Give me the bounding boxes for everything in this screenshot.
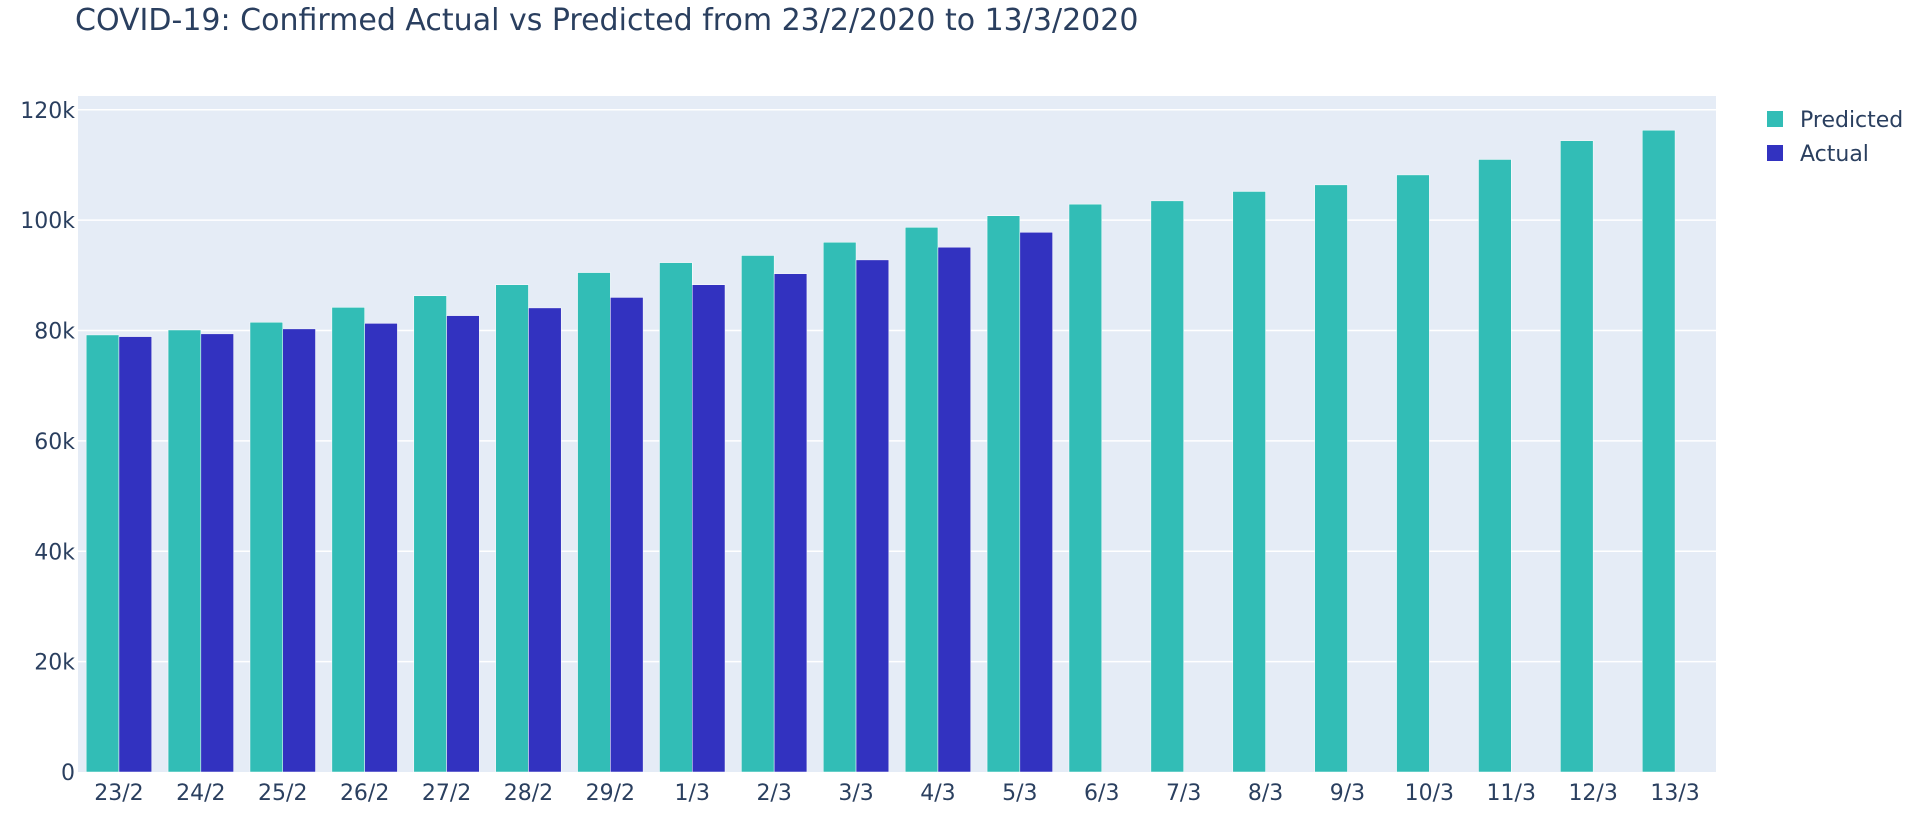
- y-tick-label: 100k: [20, 209, 75, 234]
- x-tick-label: 24/2: [176, 781, 225, 806]
- bar-actual[interactable]: [1019, 232, 1053, 773]
- x-tick-label: 9/3: [1330, 781, 1365, 806]
- bar-actual[interactable]: [773, 273, 808, 773]
- bar-predicted[interactable]: [659, 262, 693, 773]
- x-tick-label: 11/3: [1487, 781, 1536, 806]
- bar-actual[interactable]: [446, 315, 480, 773]
- bar-predicted[interactable]: [167, 329, 202, 773]
- bar-predicted[interactable]: [823, 241, 857, 773]
- x-tick-label: 25/2: [258, 781, 307, 806]
- bar-actual[interactable]: [364, 323, 398, 773]
- bar-actual[interactable]: [528, 307, 562, 773]
- bar-actual[interactable]: [610, 297, 644, 773]
- x-tick-label: 29/2: [586, 781, 635, 806]
- chart-title: COVID-19: Confirmed Actual vs Predicted …: [75, 3, 1138, 38]
- bar-actual[interactable]: [692, 284, 726, 773]
- x-tick-label: 6/3: [1084, 781, 1119, 806]
- bar-predicted[interactable]: [1560, 140, 1594, 773]
- bar-predicted[interactable]: [1150, 200, 1184, 773]
- y-tick-label: 40k: [34, 540, 75, 565]
- x-tick-label: 12/3: [1568, 781, 1617, 806]
- plot-area: [78, 96, 1716, 772]
- x-tick-label: 27/2: [422, 781, 471, 806]
- y-tick-label: 60k: [34, 430, 75, 455]
- legend[interactable]: Predicted Actual: [1767, 108, 1903, 167]
- bar-predicted[interactable]: [1314, 184, 1348, 773]
- bar-actual[interactable]: [118, 336, 152, 773]
- x-tick-label: 26/2: [340, 781, 389, 806]
- bar-actual[interactable]: [855, 259, 890, 773]
- bar-predicted[interactable]: [1642, 129, 1676, 773]
- bar-predicted[interactable]: [1068, 203, 1102, 773]
- x-axis: 23/2 24/2 25/2 26/2 27/2 28/2 29/2 1/3 2/3 3/3 4/3…: [94, 781, 1700, 806]
- legend-label-predicted[interactable]: Predicted: [1800, 108, 1903, 133]
- bars: [85, 129, 1676, 773]
- x-tick-label: 2/3: [756, 781, 791, 806]
- legend-label-actual[interactable]: Actual: [1800, 142, 1869, 167]
- y-axis: 0 20k 40k 60k 80k 100k 120k: [20, 99, 75, 786]
- x-tick-label: 8/3: [1248, 781, 1283, 806]
- bar-predicted[interactable]: [1396, 174, 1430, 773]
- y-tick-label: 80k: [34, 320, 75, 345]
- bar-predicted[interactable]: [85, 334, 120, 773]
- bar-predicted[interactable]: [741, 255, 775, 773]
- y-tick-label: 120k: [20, 99, 75, 124]
- bar-predicted[interactable]: [986, 215, 1021, 773]
- x-tick-label: 7/3: [1166, 781, 1201, 806]
- x-tick-label: 1/3: [675, 781, 710, 806]
- y-tick-label: 20k: [34, 651, 75, 676]
- x-tick-label: 5/3: [1002, 781, 1037, 806]
- bar-predicted[interactable]: [1478, 159, 1512, 773]
- x-tick-label: 3/3: [838, 781, 873, 806]
- legend-swatch-predicted[interactable]: [1767, 111, 1783, 127]
- x-tick-label: 13/3: [1650, 781, 1699, 806]
- bar-predicted[interactable]: [413, 295, 447, 773]
- x-tick-label: 10/3: [1405, 781, 1454, 806]
- x-tick-label: 4/3: [920, 781, 955, 806]
- x-tick-label: 28/2: [504, 781, 553, 806]
- x-tick-label: 23/2: [94, 781, 143, 806]
- bar-predicted[interactable]: [904, 227, 939, 773]
- bar-predicted[interactable]: [577, 272, 611, 773]
- bar-predicted[interactable]: [1232, 191, 1266, 773]
- bar-actual[interactable]: [937, 246, 971, 773]
- bar-actual[interactable]: [200, 333, 234, 773]
- y-tick-label: 0: [61, 761, 75, 786]
- bar-predicted[interactable]: [331, 307, 365, 773]
- bar-actual[interactable]: [282, 328, 316, 773]
- bar-predicted[interactable]: [249, 322, 284, 773]
- bar-predicted[interactable]: [495, 284, 529, 773]
- legend-swatch-actual[interactable]: [1767, 145, 1783, 161]
